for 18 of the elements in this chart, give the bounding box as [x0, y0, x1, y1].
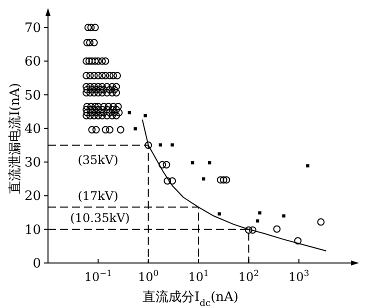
annotation: (10.35kV) [70, 211, 130, 225]
y-tick-label: 0 [32, 256, 41, 272]
annotation: (17kV) [78, 189, 118, 203]
x-tick-label: 10$^{−1}$ [84, 268, 112, 284]
x-tick-label: 10$^{2}$ [238, 268, 259, 284]
y-axis-title: 直流泄漏电流I(nA) [7, 82, 23, 194]
x-tick-label: 10$^{1}$ [188, 268, 209, 284]
y-tick-label: 40 [24, 122, 41, 137]
x-axis-title: 直流成分I$_{dc}$(nA) [142, 289, 238, 306]
annotation: (35kV) [78, 153, 118, 167]
x-tick-label: 10$^{0}$ [138, 268, 159, 284]
y-tick-label: 70 [24, 20, 41, 36]
y-tick-label: 50 [24, 88, 41, 104]
y-tick-label: 20 [24, 189, 41, 204]
y-tick-label: 30 [24, 156, 41, 171]
y-tick-label: 10 [24, 222, 41, 238]
y-tick-label: 60 [24, 54, 41, 70]
x-tick-label: 10$^{3}$ [288, 268, 310, 284]
